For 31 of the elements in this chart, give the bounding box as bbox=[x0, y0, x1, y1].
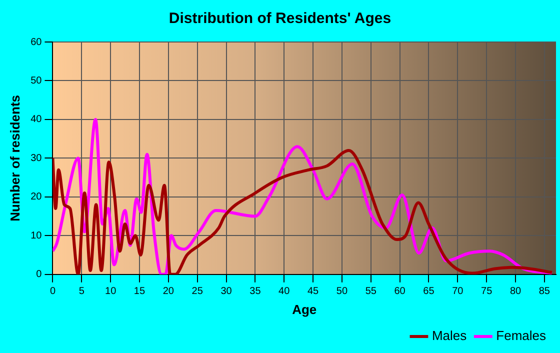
y-tick-label: 0 bbox=[36, 269, 42, 280]
x-tick-label: 35 bbox=[250, 286, 262, 298]
x-tick-label: 80 bbox=[510, 286, 522, 298]
y-axis-title: Number of residents bbox=[7, 94, 22, 222]
x-axis-title: Age bbox=[292, 302, 317, 317]
y-tick-label: 30 bbox=[30, 152, 42, 164]
x-tick-label: 20 bbox=[162, 286, 174, 298]
x-tick-label: 75 bbox=[481, 286, 493, 298]
x-tick-label: 50 bbox=[336, 286, 348, 298]
x-tick-label: 0 bbox=[50, 286, 56, 298]
x-tick-label: 70 bbox=[452, 286, 464, 298]
y-tick-label: 20 bbox=[30, 192, 42, 203]
x-tick-label: 40 bbox=[278, 286, 290, 298]
chart-title: Distribution of Residents' Ages bbox=[168, 10, 392, 28]
x-tick-label: 60 bbox=[394, 286, 406, 298]
x-tick-label: 85 bbox=[538, 286, 550, 298]
x-tick-label: 65 bbox=[423, 286, 435, 298]
x-tick-label: 15 bbox=[134, 286, 146, 298]
legend-label: Males bbox=[432, 328, 468, 344]
x-tick-label: 10 bbox=[105, 286, 117, 298]
y-tick-label: 60 bbox=[30, 36, 42, 48]
x-tick-label: 45 bbox=[307, 286, 320, 298]
y-tick-label: 50 bbox=[30, 75, 42, 86]
legend-label: Females bbox=[496, 328, 546, 344]
y-tick-label: 10 bbox=[30, 230, 42, 242]
line-series bbox=[52, 148, 554, 274]
x-tick-label: 55 bbox=[365, 286, 377, 298]
x-tick-label: 30 bbox=[220, 286, 232, 298]
x-tick-label: 5 bbox=[78, 286, 85, 298]
y-tick-label: 40 bbox=[30, 114, 42, 126]
x-tick-label: 25 bbox=[192, 286, 204, 298]
